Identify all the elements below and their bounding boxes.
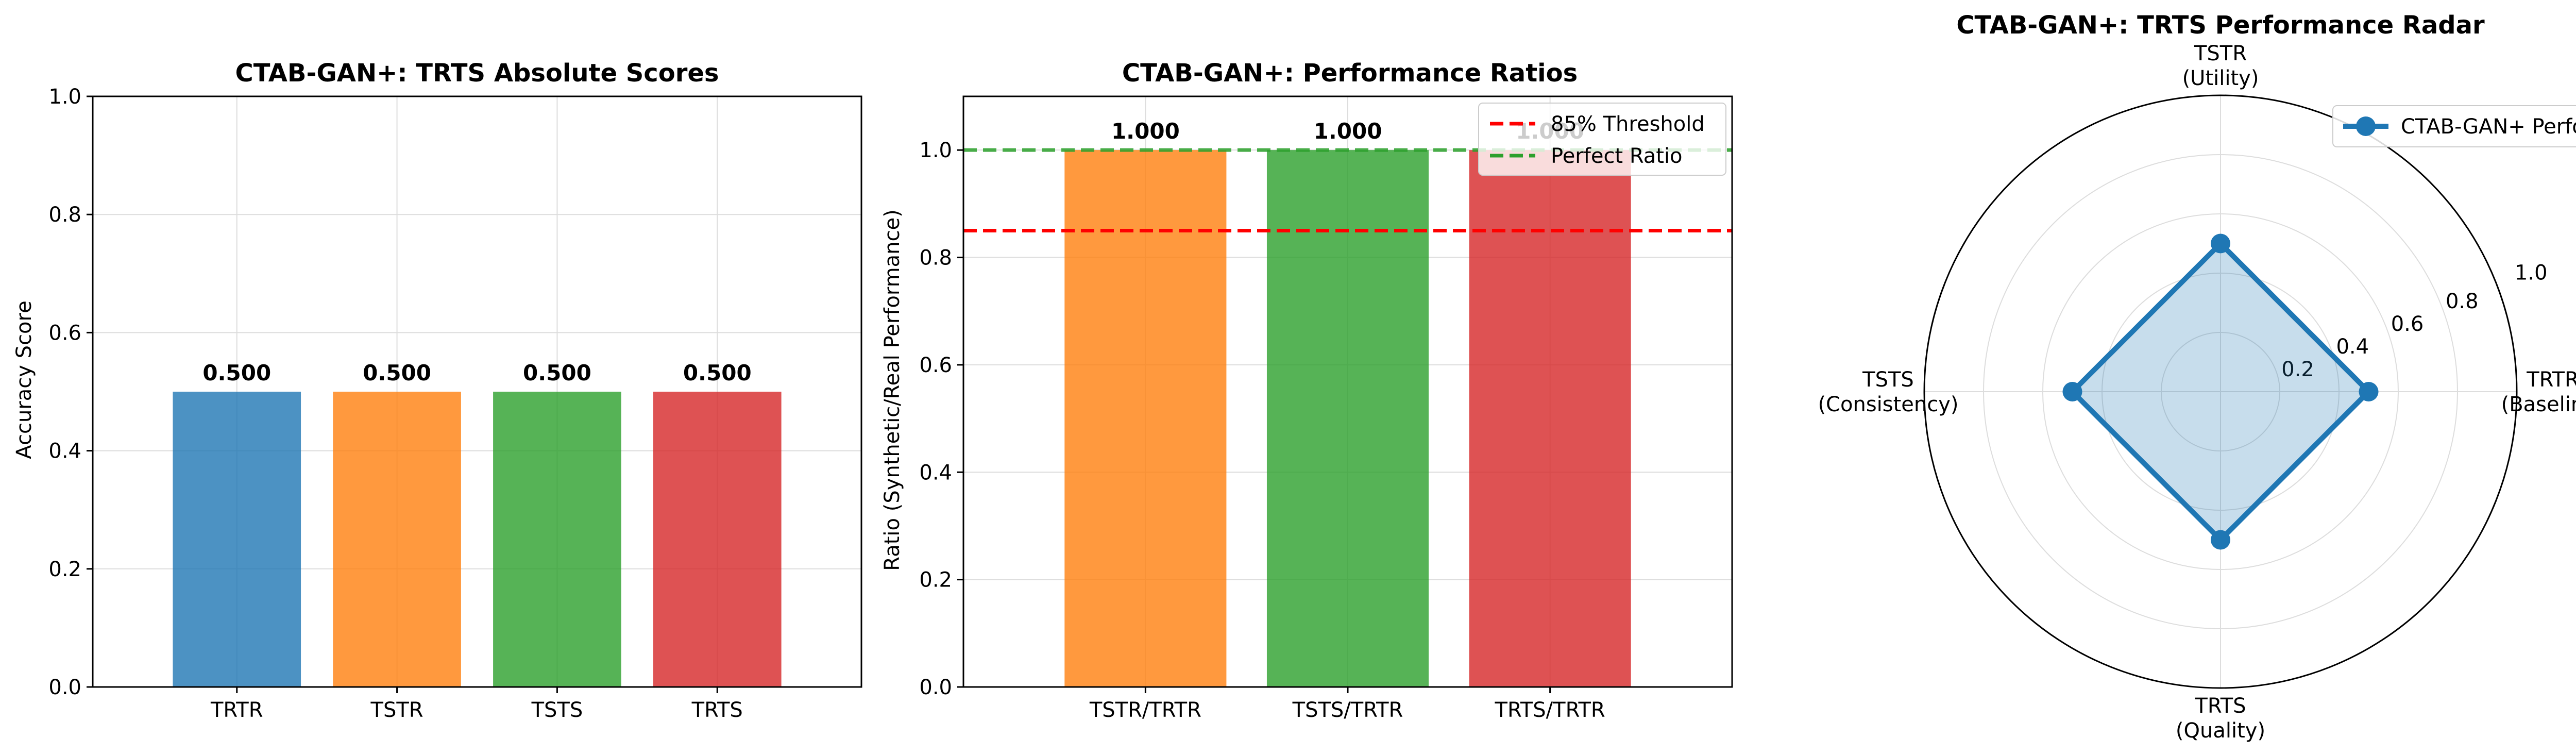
radar-r-tick-label: 0.6 bbox=[2391, 312, 2424, 336]
x-tick-label: TRTR bbox=[210, 698, 263, 722]
bar-value-label: 0.500 bbox=[523, 360, 591, 385]
y-tick-label: 0.8 bbox=[919, 246, 952, 270]
bar-value-label: 0.500 bbox=[363, 360, 431, 385]
radar-r-tick-label: 0.2 bbox=[2281, 358, 2314, 381]
bar-tsts-trtr bbox=[1266, 150, 1429, 687]
radar-r-tick-label: 1.0 bbox=[2515, 261, 2548, 284]
y-tick-label: 0.2 bbox=[919, 568, 952, 592]
radar-point-trts bbox=[2211, 530, 2230, 550]
radar-axis-label-trts: TRTS bbox=[2194, 694, 2246, 718]
bar-trts-trtr bbox=[1469, 150, 1631, 687]
absolute-scores-frame bbox=[92, 95, 862, 688]
radar-r-tick-label: 0.8 bbox=[2446, 290, 2479, 313]
x-tick-label: TSTS/TRTR bbox=[1292, 698, 1403, 722]
performance-ratios-title: CTAB-GAN+: Performance Ratios bbox=[1122, 59, 1578, 88]
absolute-scores-title: CTAB-GAN+: TRTS Absolute Scores bbox=[235, 59, 719, 88]
legend-box bbox=[2332, 105, 2576, 147]
legend-swatch-marker bbox=[2356, 116, 2376, 136]
y-tick-label: 0.6 bbox=[919, 354, 952, 377]
y-tick-label: 0.2 bbox=[48, 558, 81, 581]
bar-value-label: 1.000 bbox=[1111, 119, 1180, 144]
bar-trts bbox=[653, 392, 782, 687]
y-tick-label: 0.0 bbox=[919, 676, 952, 699]
x-tick-label: TSTS bbox=[531, 698, 583, 722]
performance-ratios-frame bbox=[962, 95, 1733, 688]
x-tick-label: TRTS/TRTR bbox=[1495, 698, 1605, 722]
y-tick-label: 1.0 bbox=[48, 85, 81, 109]
radar-plot: 0.2 0.4 0.6 0.8 1.0 TRTR(Baseline) TSTR(Utilit… bbox=[1818, 42, 2576, 743]
bar-value-label: 0.500 bbox=[683, 360, 752, 385]
radar-point-tstr bbox=[2211, 233, 2230, 254]
absolute-scores-bars: 0.500 0.500 0.500 0.500 bbox=[173, 360, 782, 687]
bar-trtr bbox=[173, 392, 301, 687]
radar-r-tick-label: 0.4 bbox=[2336, 335, 2369, 359]
bar-tsts bbox=[493, 392, 621, 687]
radar-title: CTAB-GAN+: TRTS Performance Radar bbox=[1956, 11, 2485, 40]
legend-label: CTAB-GAN+ Performance bbox=[2401, 115, 2576, 139]
radar-legend: CTAB-GAN+ Performance bbox=[2332, 105, 2576, 147]
y-tick-label: 0.6 bbox=[48, 321, 81, 345]
radar-axis-sublabel-tstr: (Utility) bbox=[2182, 66, 2259, 90]
x-tick-label: TSTR bbox=[370, 698, 423, 722]
y-tick-label: 0.4 bbox=[48, 440, 81, 463]
radar-point-trtr bbox=[2359, 382, 2379, 401]
legend-box bbox=[1478, 103, 1726, 176]
y-tick-label: 1.0 bbox=[919, 139, 952, 162]
radar-chart: CTAB-GAN+: TRTS Performance Radar 0.2 0.4… bbox=[1818, 11, 2576, 743]
bar-tstr-trtr bbox=[1064, 150, 1227, 687]
radar-axis-sublabel-tsts: (Consistency) bbox=[1818, 393, 1958, 416]
legend-label: Perfect Ratio bbox=[1551, 144, 1683, 168]
x-tick-label: TSTR/TRTR bbox=[1089, 698, 1201, 722]
bar-tstr bbox=[333, 392, 461, 687]
radar-axis-sublabel-trts: (Quality) bbox=[2176, 719, 2265, 743]
radar-axis-label-tstr: TSTR bbox=[2194, 42, 2247, 65]
radar-series-fill bbox=[2072, 243, 2369, 540]
y-tick-label: 0.4 bbox=[919, 461, 952, 484]
absolute-scores-chart: CTAB-GAN+: TRTS Absolute Scores Accuracy… bbox=[12, 59, 862, 722]
radar-frame bbox=[1923, 94, 2518, 689]
bar-value-label: 1.000 bbox=[1314, 119, 1382, 144]
absolute-scores-ticks: 0.0 0.2 0.4 0.6 0.8 1.0 TRTR TSTR TSTS TRTS bbox=[48, 85, 742, 722]
performance-ratios-chart: CTAB-GAN+: Performance Ratios Ratio (Syn… bbox=[880, 59, 1733, 722]
y-tick-label: 0.0 bbox=[48, 676, 81, 699]
y-tick-label: 0.8 bbox=[48, 203, 81, 227]
performance-ratios-ylabel: Ratio (Synthetic/Real Performance) bbox=[880, 209, 904, 571]
performance-ratios-legend: 85% Threshold Perfect Ratio bbox=[1478, 103, 1726, 176]
x-tick-label: TRTS bbox=[691, 698, 743, 722]
legend-label: 85% Threshold bbox=[1551, 112, 1705, 136]
bar-value-label: 0.500 bbox=[202, 360, 271, 385]
radar-axis-label-trtr: TRTR bbox=[2526, 368, 2576, 392]
absolute-scores-ylabel: Accuracy Score bbox=[12, 300, 36, 459]
radar-axis-sublabel-trtr: (Baseline) bbox=[2501, 393, 2576, 416]
radar-axis-label-tsts: TSTS bbox=[1862, 368, 1914, 392]
performance-ratios-ticks: 0.0 0.2 0.4 0.6 0.8 1.0 TSTR/TRTR TSTS/TRTR TRTS… bbox=[919, 139, 1605, 722]
radar-point-tsts bbox=[2062, 382, 2082, 401]
